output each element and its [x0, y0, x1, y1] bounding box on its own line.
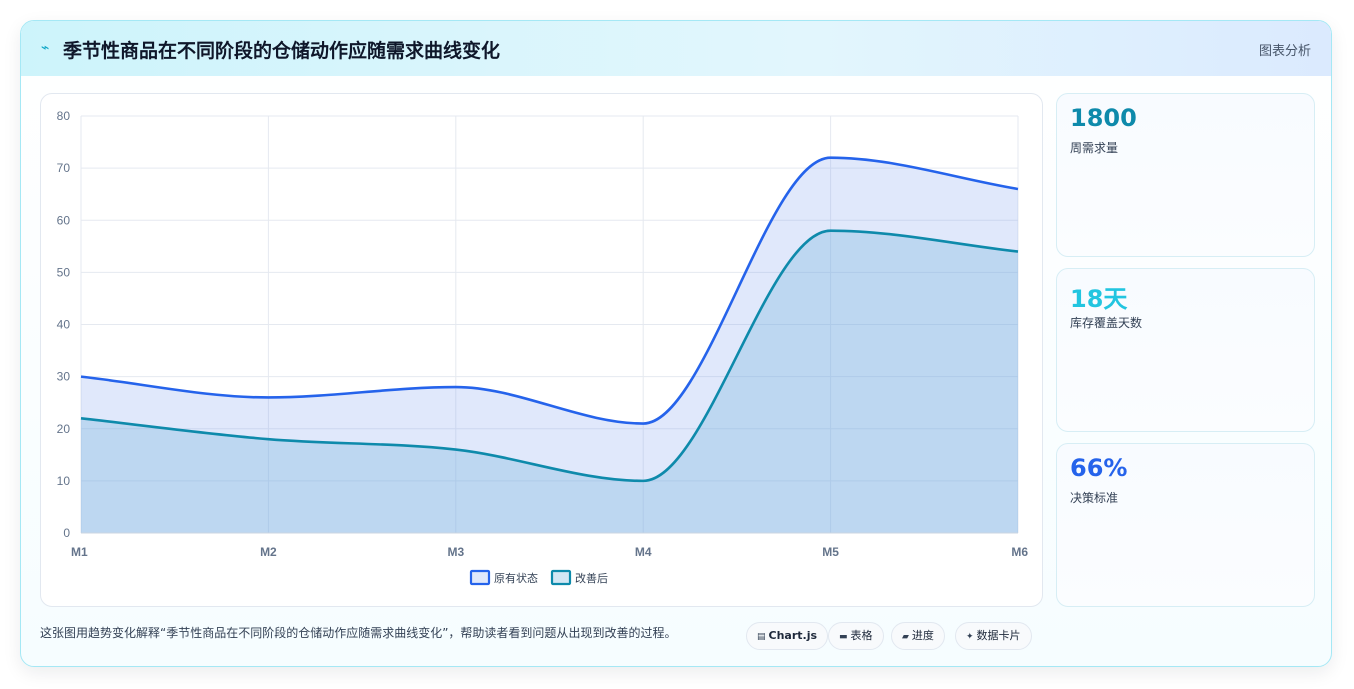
pill-table[interactable]: ▬ 表格 [828, 622, 884, 650]
chart-line-icon: ⌁ [41, 40, 50, 56]
progress-icon: ▰ [902, 632, 909, 642]
chart-card: ⌁ 季节性商品在不同阶段的仓储动作应随需求曲线变化 图表分析 0 10 20 30 40… [20, 20, 1332, 667]
x-tick-label: M3 [447, 545, 464, 559]
y-tick-label: 20 [57, 422, 71, 436]
y-tick-label: 70 [57, 161, 71, 175]
legend-label: 原有状态 [494, 571, 538, 585]
legend-swatch [550, 569, 572, 586]
pill-chartjs[interactable]: ▤ Chart.js [746, 622, 829, 650]
pill-label: Chart.js [768, 629, 818, 642]
chart-caption: 这张图用趋势变化解释“季节性商品在不同阶段的仓储动作应随需求曲线变化”，帮助读者… [40, 626, 677, 640]
stat-value: 1800 [1070, 104, 1137, 132]
stat-card-decision-standard: 66% 决策标准 [1056, 443, 1315, 607]
chart-panel: 0 10 20 30 40 50 60 70 80 M1 M2 M3 M4 M5 M6 原有状态 改善后 [40, 93, 1043, 607]
y-tick-label: 40 [57, 318, 71, 332]
series-area-1 [81, 230, 1018, 534]
stat-label: 库存覆盖天数 [1070, 316, 1143, 330]
x-tick-label: M4 [635, 545, 652, 559]
pill-data-card[interactable]: ✦ 数据卡片 [955, 622, 1032, 650]
card-icon: ✦ [966, 632, 974, 642]
header-tag: 图表分析 [1258, 44, 1311, 59]
y-tick-label: 10 [57, 474, 71, 488]
stat-value: 66% [1070, 454, 1128, 482]
y-tick-label: 80 [57, 109, 71, 123]
card-header: ⌁ 季节性商品在不同阶段的仓储动作应随需求曲线变化 图表分析 [21, 21, 1331, 76]
pill-label: 数据卡片 [976, 629, 1021, 642]
x-tick-label: M2 [260, 545, 277, 559]
y-tick-label: 60 [57, 213, 71, 227]
stat-label: 周需求量 [1070, 141, 1119, 155]
area-chart: 0 10 20 30 40 50 60 70 80 M1 M2 M3 M4 M5 M6 原有状态 改善后 [57, 109, 1028, 586]
series-line-1 [80, 229, 1019, 483]
chart-icon: ▤ [757, 632, 766, 642]
legend-label: 改善后 [575, 571, 608, 585]
stat-card-weekly-demand: 1800 周需求量 [1056, 93, 1315, 257]
table-icon: ▬ [839, 632, 848, 642]
series-line-0 [80, 156, 1019, 425]
pill-label: 进度 [911, 629, 934, 642]
x-tick-label: M5 [822, 545, 839, 559]
page-title: 季节性商品在不同阶段的仓储动作应随需求曲线变化 [63, 40, 501, 62]
y-tick-label: 0 [63, 526, 70, 540]
stat-value: 18天 [1070, 285, 1128, 313]
x-tick-label: M6 [1011, 545, 1028, 559]
y-tick-label: 50 [57, 265, 71, 279]
stat-card-inventory-days: 18天 库存覆盖天数 [1056, 268, 1315, 432]
pill-label: 表格 [850, 629, 873, 642]
legend-swatch [469, 569, 491, 586]
pill-progress[interactable]: ▰ 进度 [891, 622, 945, 650]
x-tick-label: M1 [71, 545, 88, 559]
stat-label: 决策标准 [1070, 491, 1119, 505]
y-tick-label: 30 [57, 370, 71, 384]
series-area-0 [81, 157, 1018, 533]
